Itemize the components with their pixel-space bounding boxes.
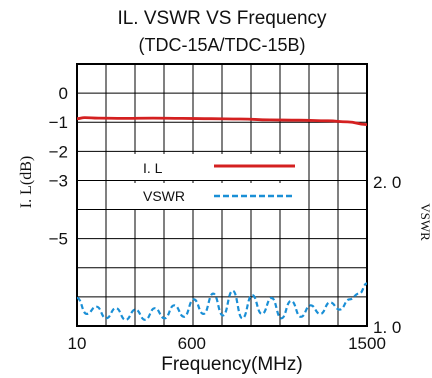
plot-frame (76, 63, 368, 327)
x-tick-label: 10 (68, 334, 87, 353)
y-tick-label: −5 (49, 230, 68, 249)
y2-axis-label: VSWR (418, 203, 432, 241)
y-axis-label: I. L(dB) (18, 156, 35, 208)
series-layer (76, 116, 368, 321)
legend: I. L VSWR (130, 154, 305, 209)
y-tick-label: −2 (49, 142, 68, 161)
y-axis-ticks: 0 −1 −2 −3 −5 (49, 84, 68, 249)
y-tick-label: −3 (49, 171, 68, 190)
series-line-il (76, 116, 368, 126)
x-tick-label: 600 (178, 334, 206, 353)
y2-tick-label: 2. 0 (373, 173, 401, 192)
x-axis-label: Frequency(MHz) (161, 354, 302, 375)
chart-title: IL. VSWR VS Frequency (117, 8, 327, 29)
y2-axis-ticks: 2. 0 1. 0 (373, 173, 401, 337)
y-tick-label: 0 (59, 84, 68, 103)
x-tick-label: 1500 (348, 334, 386, 353)
legend-label-il: I. L (143, 160, 163, 176)
x-axis-ticks: 10 600 1500 (68, 334, 386, 353)
legend-label-vswr: VSWR (143, 188, 185, 204)
chart-subtitle: (TDC-15A/TDC-15B) (138, 35, 305, 55)
y-tick-label: −1 (49, 113, 68, 132)
y2-tick-label: 1. 0 (373, 318, 401, 337)
series-line-vswr (76, 282, 368, 321)
